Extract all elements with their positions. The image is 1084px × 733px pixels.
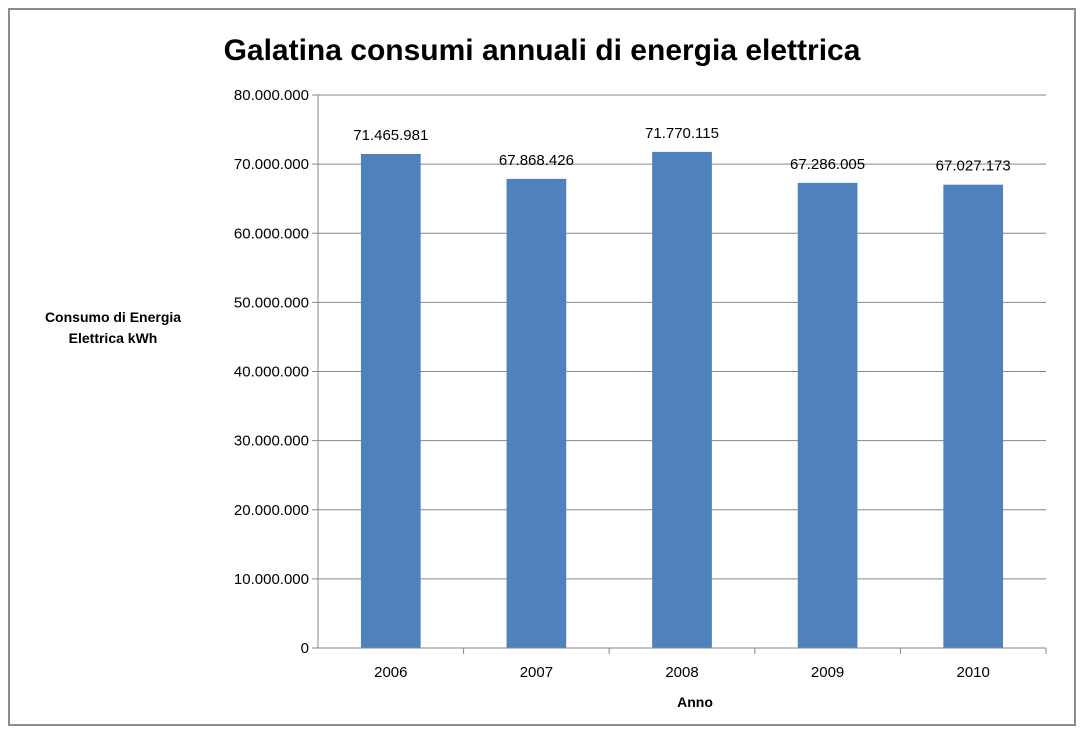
data-label-2007: 67.868.426 — [499, 152, 574, 169]
x-tick-label-2008: 2008 — [665, 664, 698, 681]
bar-2006 — [360, 153, 421, 649]
bars — [360, 151, 1004, 649]
y-axis-label-line-2: Elettrica kWh — [68, 330, 158, 346]
x-tick-labels: 2006 2007 2008 2009 2010 — [374, 664, 990, 681]
y-axis-label-line-1: Consumo di Energia — [44, 309, 182, 325]
bar-2010 — [943, 184, 1004, 648]
y-tick-label: 50.000.000 — [234, 294, 309, 311]
bar-2009 — [797, 182, 858, 648]
y-tick-label: 20.000.000 — [234, 502, 309, 519]
y-axis-label: Consumo di Energia Elettrica kWh — [28, 307, 198, 349]
data-label-2010: 67.027.173 — [936, 158, 1011, 175]
bar-2007 — [506, 178, 567, 649]
x-tick-label-2006: 2006 — [374, 664, 407, 681]
data-labels: 71.465.981 67.868.426 71.770.115 67.286.005… — [353, 125, 1010, 175]
y-tick-label: 80.000.000 — [234, 87, 309, 104]
bar-2008 — [652, 151, 712, 648]
x-tick-label-2009: 2009 — [811, 664, 844, 681]
data-label-2008: 71.770.115 — [645, 125, 719, 142]
x-tick-label-2010: 2010 — [957, 664, 990, 681]
y-tick-label: 40.000.000 — [234, 364, 309, 381]
y-tick-label: 0 — [301, 640, 309, 657]
axes — [312, 94, 1047, 654]
y-tick-label: 60.000.000 — [234, 225, 309, 242]
y-tick-label: 30.000.000 — [234, 433, 309, 450]
x-axis-label: Anno — [677, 694, 713, 710]
chart-title: Galatina consumi annuali di energia elet… — [223, 34, 861, 67]
y-tick-labels: 0 10.000.000 20.000.000 30.000.000 40.000.00… — [234, 87, 309, 657]
y-tick-label: 10.000.000 — [234, 571, 309, 588]
data-label-2009: 67.286.005 — [790, 156, 865, 173]
x-tick-label-2007: 2007 — [520, 664, 553, 681]
data-label-2006: 71.465.981 — [353, 127, 428, 144]
y-tick-label: 70.000.000 — [234, 156, 309, 173]
